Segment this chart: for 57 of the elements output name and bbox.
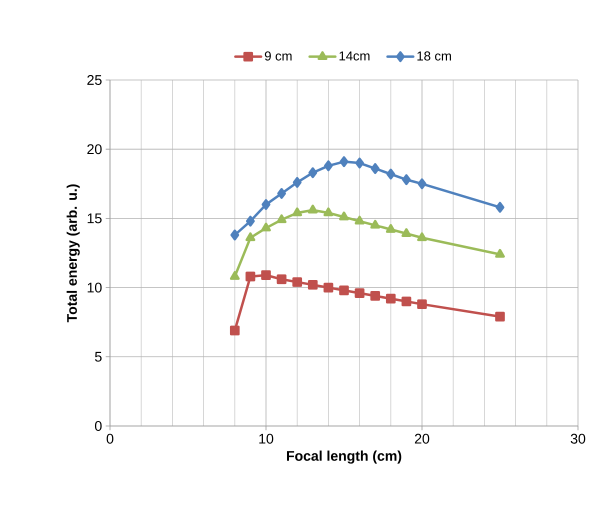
y-axis-title: Total energy (arb. u.) bbox=[66, 184, 80, 322]
legend-label: 18 cm bbox=[417, 51, 451, 61]
point bbox=[324, 282, 334, 292]
legend-label: 14cm bbox=[340, 51, 370, 61]
point bbox=[262, 199, 270, 210]
point bbox=[292, 207, 302, 216]
x-tick-label: 10 bbox=[259, 434, 274, 444]
point bbox=[402, 228, 412, 237]
point bbox=[496, 202, 504, 213]
point bbox=[277, 188, 286, 199]
point bbox=[292, 176, 302, 188]
point bbox=[230, 326, 240, 336]
x-tick-label: 30 bbox=[570, 434, 586, 444]
point bbox=[339, 286, 349, 296]
point bbox=[402, 296, 412, 306]
point bbox=[386, 224, 396, 233]
point bbox=[417, 232, 427, 242]
y-tick-label: 25 bbox=[87, 75, 102, 85]
point bbox=[246, 272, 256, 282]
point bbox=[370, 220, 380, 229]
x-axis-title: Focal length (cm) bbox=[286, 450, 402, 464]
point bbox=[370, 163, 380, 174]
x-tick-label: 20 bbox=[414, 434, 430, 444]
point bbox=[355, 158, 364, 168]
point bbox=[261, 222, 271, 232]
point bbox=[292, 277, 302, 287]
point bbox=[495, 248, 505, 258]
point bbox=[354, 216, 364, 225]
point bbox=[230, 230, 240, 240]
point bbox=[370, 291, 380, 301]
point bbox=[308, 167, 318, 178]
y-tick-label: 10 bbox=[88, 282, 102, 293]
point bbox=[418, 178, 426, 190]
point bbox=[308, 204, 318, 214]
point bbox=[386, 168, 396, 180]
point bbox=[495, 312, 505, 322]
point bbox=[386, 294, 396, 304]
point bbox=[354, 288, 364, 298]
point bbox=[261, 270, 271, 280]
point bbox=[276, 274, 286, 284]
point bbox=[276, 214, 286, 224]
y-tick-label: 5 bbox=[94, 352, 102, 362]
point bbox=[324, 160, 333, 172]
y-tick-label: 20 bbox=[87, 144, 102, 154]
point bbox=[340, 156, 348, 168]
point bbox=[324, 207, 334, 216]
y-tick-label: 0 bbox=[94, 421, 102, 431]
point bbox=[402, 174, 411, 186]
x-tick-label: 0 bbox=[106, 434, 114, 444]
point bbox=[230, 271, 240, 280]
y-tick-label: 15 bbox=[88, 214, 102, 224]
point bbox=[308, 280, 318, 290]
point bbox=[246, 216, 255, 227]
point bbox=[339, 212, 349, 220]
legend-label: 9 cm bbox=[264, 51, 292, 61]
point bbox=[417, 299, 427, 310]
point bbox=[246, 232, 256, 242]
